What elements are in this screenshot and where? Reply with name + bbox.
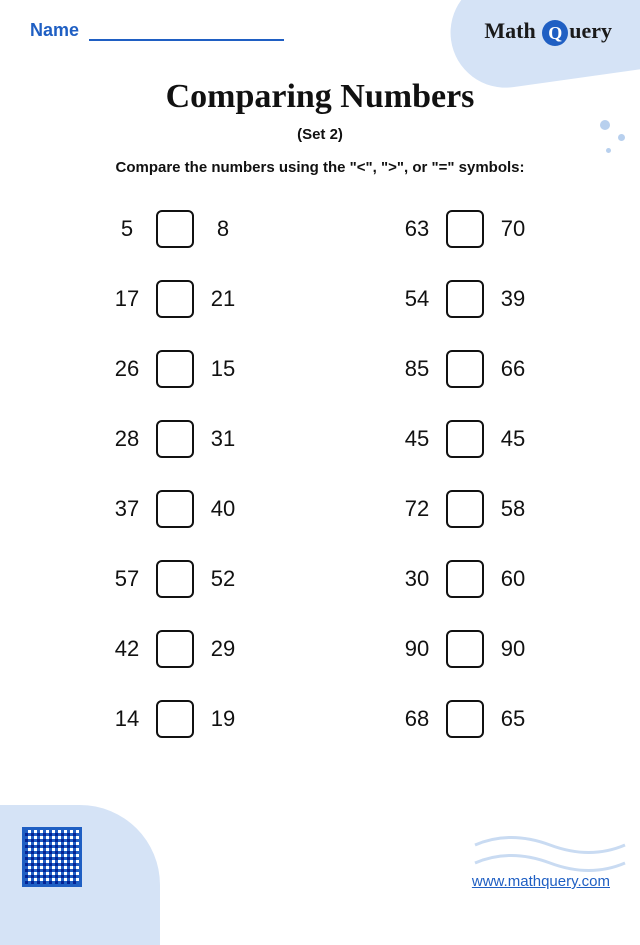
operand-b: 52 (208, 566, 238, 592)
problem-row: 26 15 (60, 350, 290, 388)
operand-a: 54 (402, 286, 432, 312)
operand-a: 85 (402, 356, 432, 382)
problem-row: 28 31 (60, 420, 290, 458)
logo-badge: Q (542, 20, 568, 46)
title-block: Comparing Numbers (Set 2) Compare the nu… (0, 78, 640, 176)
answer-box[interactable] (156, 280, 194, 318)
answer-box[interactable] (446, 630, 484, 668)
operand-b: 39 (498, 286, 528, 312)
answer-box[interactable] (446, 700, 484, 738)
name-input-line[interactable] (89, 27, 284, 41)
logo-text-suffix: uery (569, 18, 612, 43)
problem-row: 1721 (60, 280, 290, 318)
answer-box[interactable] (446, 350, 484, 388)
answer-box[interactable] (156, 560, 194, 598)
operand-a: 37 (112, 496, 142, 522)
operand-b: 31 (208, 426, 238, 452)
answer-box[interactable] (156, 630, 194, 668)
operand-b: 70 (498, 216, 528, 242)
problem-row: 42 29 (60, 630, 290, 668)
problems-grid: 5863701721543926158566283145453740725857… (60, 210, 580, 738)
operand-b: 66 (498, 356, 528, 382)
problem-row: 58 (60, 210, 290, 248)
subtitle: (Set 2) (0, 126, 640, 143)
operand-a: 90 (402, 636, 432, 662)
problem-row: 68 65 (350, 700, 580, 738)
problem-row: 14 19 (60, 700, 290, 738)
header: Name Math Query (0, 0, 640, 60)
operand-a: 63 (402, 216, 432, 242)
operand-b: 15 (208, 356, 238, 382)
answer-box[interactable] (446, 490, 484, 528)
problem-row: 54 39 (350, 280, 580, 318)
footer: www.mathquery.com (472, 873, 610, 891)
problem-row: 63 70 (350, 210, 580, 248)
operand-a: 28 (112, 426, 142, 452)
operand-a: 14 (112, 706, 142, 732)
answer-box[interactable] (156, 700, 194, 738)
operand-a: 26 (112, 356, 142, 382)
answer-box[interactable] (446, 210, 484, 248)
operand-b: 29 (208, 636, 238, 662)
operand-a: 72 (402, 496, 432, 522)
operand-b: 58 (498, 496, 528, 522)
page-title: Comparing Numbers (0, 78, 640, 116)
logo: Math Query (484, 18, 612, 46)
qr-code (22, 827, 82, 887)
answer-box[interactable] (156, 210, 194, 248)
problem-row: 72 58 (350, 490, 580, 528)
name-label: Name (30, 20, 79, 40)
instructions: Compare the numbers using the "<", ">", … (0, 159, 640, 176)
operand-a: 42 (112, 636, 142, 662)
footer-link[interactable]: www.mathquery.com (472, 873, 610, 890)
problem-row: 37 40 (60, 490, 290, 528)
operand-b: 45 (498, 426, 528, 452)
operand-b: 60 (498, 566, 528, 592)
problem-row: 85 66 (350, 350, 580, 388)
answer-box[interactable] (446, 280, 484, 318)
operand-a: 30 (402, 566, 432, 592)
problem-row: 57 52 (60, 560, 290, 598)
operand-a: 57 (112, 566, 142, 592)
operand-b: 65 (498, 706, 528, 732)
operand-b: 21 (208, 286, 238, 312)
logo-text-prefix: Math (484, 18, 541, 43)
problem-row: 30 60 (350, 560, 580, 598)
operand-b: 90 (498, 636, 528, 662)
answer-box[interactable] (446, 560, 484, 598)
operand-a: 45 (402, 426, 432, 452)
operand-a: 17 (112, 286, 142, 312)
operand-b: 19 (208, 706, 238, 732)
operand-a: 5 (112, 216, 142, 242)
operand-b: 40 (208, 496, 238, 522)
answer-box[interactable] (156, 490, 194, 528)
answer-box[interactable] (156, 350, 194, 388)
operand-b: 8 (208, 216, 238, 242)
answer-box[interactable] (446, 420, 484, 458)
answer-box[interactable] (156, 420, 194, 458)
problem-row: 90 90 (350, 630, 580, 668)
problem-row: 45 45 (350, 420, 580, 458)
operand-a: 68 (402, 706, 432, 732)
